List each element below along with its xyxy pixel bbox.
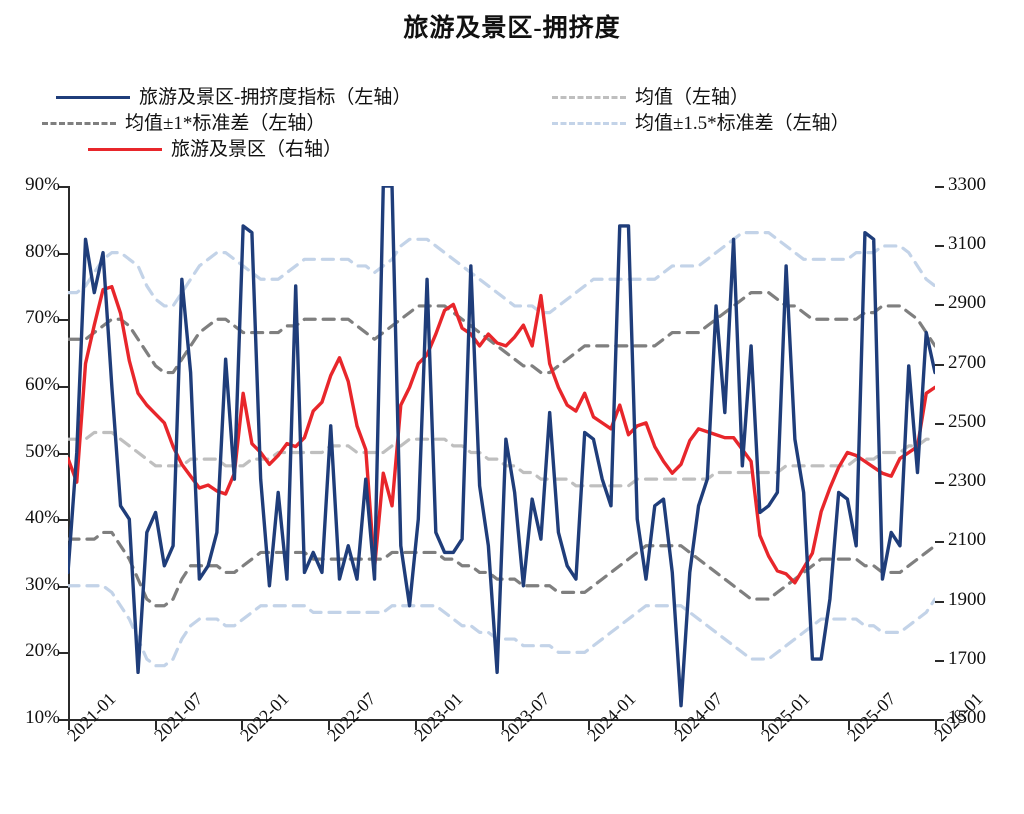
y-left-tick-label: 90% — [25, 174, 60, 195]
y-left-tick-label: 60% — [25, 373, 60, 395]
y-right-tick-label: 3300 — [948, 174, 986, 195]
chart-canvas — [68, 186, 935, 708]
legend-label-sigma15: 均值±1.5*标准差（左轴） — [635, 113, 850, 134]
legend-label-mean: 均值（左轴） — [635, 87, 750, 108]
y-right-tick-mark — [935, 304, 944, 307]
y-right-tick-label: 2500 — [948, 410, 986, 432]
series-secondary-right-axis — [68, 284, 935, 585]
y-left-tick-mark — [59, 186, 68, 188]
y-left-tick-label: 50% — [25, 440, 60, 462]
y-right-tick-label: 1900 — [948, 588, 986, 610]
plot-area — [68, 186, 937, 721]
y-right-tick-label: 2900 — [948, 292, 986, 314]
x-axis-tick-mark — [501, 719, 504, 730]
y-right-tick-label: 2100 — [948, 529, 986, 551]
series-sigma15-upper — [68, 231, 935, 315]
y-right-tick-mark — [935, 659, 944, 662]
y-left-tick-mark — [59, 319, 68, 322]
x-axis-tick-mark — [68, 719, 70, 730]
x-axis-tick-mark — [154, 719, 157, 730]
x-axis-tick-mark — [328, 719, 331, 730]
y-right-tick-mark — [935, 482, 944, 485]
x-axis-tick-mark — [935, 719, 937, 730]
y-left-tick-label: 30% — [25, 573, 60, 595]
legend-swatch-index-line — [56, 96, 130, 99]
x-axis-tick-mark — [414, 719, 417, 730]
y-right-tick-mark — [935, 541, 944, 544]
page-title: 旅游及景区-拥挤度 — [403, 15, 621, 42]
x-axis-tick-mark — [848, 719, 851, 730]
y-right-tick-mark — [935, 719, 944, 721]
series-index-left-axis — [68, 186, 935, 708]
y-left-tick-label: 80% — [25, 240, 60, 262]
y-axis-left: 10% 20% 30% 40% 50% 60% 70% 80% 90% — [0, 174, 68, 728]
y-right-tick-mark — [935, 186, 944, 188]
y-right-tick-mark — [935, 422, 944, 425]
y-right-tick-mark — [935, 245, 944, 248]
x-axis-tick-mark — [241, 719, 244, 730]
legend-swatch-mean-line — [552, 96, 626, 99]
legend-item-sigma1: 均值±1*标准差（左轴） — [42, 114, 325, 133]
y-left-tick-mark — [59, 719, 68, 721]
chart-legend: 旅游及景区-拥挤度指标（左轴） 均值±1*标准差（左轴） 旅游及景区（右轴） 均… — [42, 88, 942, 166]
y-right-tick-label: 1500 — [948, 707, 986, 728]
legend-swatch-secondary-line — [88, 148, 162, 151]
y-left-tick-label: 40% — [25, 507, 60, 529]
y-axis-right: 1500 1700 1900 2100 2300 2500 2700 2900 3100 3300 — [935, 174, 1018, 728]
legend-item-index: 旅游及景区-拥挤度指标（左轴） — [56, 88, 411, 107]
y-left-tick-mark — [59, 252, 68, 255]
x-axis-ticks — [68, 719, 937, 731]
y-left-tick-mark — [59, 452, 68, 455]
series-mean — [68, 430, 935, 488]
legend-item-secondary: 旅游及景区（右轴） — [88, 140, 342, 159]
x-axis-tick-mark — [674, 719, 677, 730]
x-axis-tick-mark — [588, 719, 591, 730]
y-right-tick-label: 2700 — [948, 351, 986, 373]
legend-swatch-sigma15-line — [552, 122, 626, 125]
legend-label-index: 旅游及景区-拥挤度指标（左轴） — [139, 87, 412, 108]
y-left-tick-label: 70% — [25, 307, 60, 329]
legend-item-mean: 均值（左轴） — [552, 88, 749, 107]
x-axis-labels: 2021-01 2021-07 2022-01 2022-07 2023-01 2023-… — [0, 689, 1024, 805]
y-right-tick-mark — [935, 600, 944, 603]
series-sigma15-lower — [68, 584, 935, 668]
y-left-tick-mark — [59, 519, 68, 522]
legend-item-sigma15: 均值±1.5*标准差（左轴） — [552, 114, 850, 133]
y-left-tick-mark — [59, 652, 68, 655]
legend-label-sigma1: 均值±1*标准差（左轴） — [125, 113, 326, 134]
y-left-tick-label: 10% — [25, 707, 60, 728]
y-left-tick-mark — [59, 585, 68, 588]
y-right-tick-label: 3100 — [948, 233, 986, 255]
legend-label-secondary: 旅游及景区（右轴） — [171, 139, 343, 160]
y-left-tick-label: 20% — [25, 640, 60, 662]
legend-swatch-sigma1-line — [42, 122, 116, 125]
series-sigma1-upper — [68, 291, 935, 375]
y-left-tick-mark — [59, 385, 68, 388]
y-right-tick-label: 2300 — [948, 470, 986, 492]
y-right-tick-mark — [935, 363, 944, 366]
x-axis-tick-mark — [761, 719, 764, 730]
y-right-tick-label: 1700 — [948, 647, 986, 669]
